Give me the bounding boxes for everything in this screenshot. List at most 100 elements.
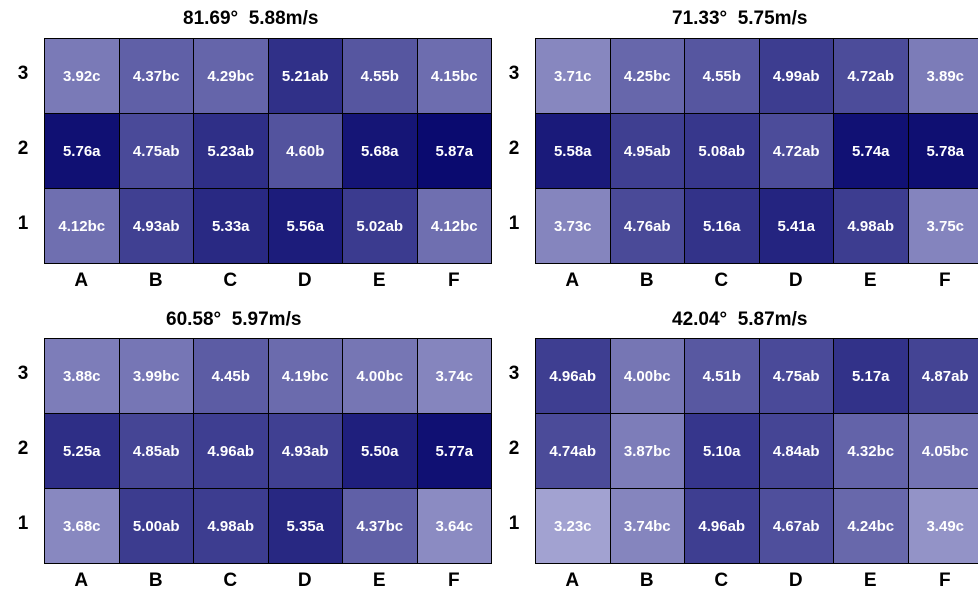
heatmap-cell: 5.00ab	[118, 488, 194, 564]
heatmap-cell: 3.99bc	[118, 338, 194, 414]
heatmap-cell: 5.58a	[535, 113, 611, 189]
column-label: C	[223, 570, 238, 591]
heatmap-cell: 3.23c	[535, 488, 611, 564]
column-label: C	[223, 270, 238, 291]
heatmap-cell: 4.37bc	[342, 488, 418, 564]
column-label: E	[372, 270, 386, 291]
heatmap-cell: 4.74ab	[535, 413, 611, 489]
column-label: F	[938, 270, 951, 291]
heatmap-cell: 4.32bc	[833, 413, 909, 489]
heatmap-cell: 3.74bc	[609, 488, 685, 564]
heatmap-cell: 5.35a	[267, 488, 343, 564]
heatmap-cell: 3.88c	[44, 338, 120, 414]
heatmap-cell: 3.73c	[535, 188, 611, 264]
column-label: A	[74, 270, 89, 291]
heatmap-cell: 3.87bc	[609, 413, 685, 489]
column-label: C	[714, 570, 729, 591]
heatmap-cell: 4.93ab	[267, 413, 343, 489]
heatmap-cell: 4.55b	[342, 38, 418, 114]
column-label: F	[447, 570, 460, 591]
heatmap-cell: 4.19bc	[267, 338, 343, 414]
heatmap-cell: 5.68a	[342, 113, 418, 189]
column-label: D	[788, 570, 803, 591]
heatmap-cell: 5.23ab	[193, 113, 269, 189]
heatmap-cell: 5.10a	[684, 413, 760, 489]
heatmap-cell: 5.16a	[684, 188, 760, 264]
heatmap-cell: 4.99ab	[758, 38, 834, 114]
heatmap-cell: 4.98ab	[193, 488, 269, 564]
row-label: 2	[17, 137, 29, 159]
heatmap-cell: 5.74a	[833, 113, 909, 189]
heatmap-cell: 4.00bc	[342, 338, 418, 414]
column-label: F	[938, 570, 951, 591]
heatmap-cell: 4.84ab	[758, 413, 834, 489]
column-label: B	[639, 570, 654, 591]
heatmap-cell: 4.96ab	[193, 413, 269, 489]
heatmap-cell: 4.45b	[193, 338, 269, 414]
panel-title: 81.69° 5.88m/s	[183, 8, 319, 29]
heatmap-cell: 4.60b	[267, 113, 343, 189]
heatmap-cell: 4.76ab	[609, 188, 685, 264]
row-label: 3	[17, 362, 29, 384]
heatmap-cell: 5.56a	[267, 188, 343, 264]
heatmap-cell: 4.96ab	[684, 488, 760, 564]
heatmap-cell: 4.75ab	[758, 338, 834, 414]
column-label: D	[297, 570, 312, 591]
column-label: B	[148, 270, 163, 291]
heatmap-cell: 4.98ab	[833, 188, 909, 264]
heatmap-cell: 4.95ab	[609, 113, 685, 189]
heatmap-cell: 3.64c	[416, 488, 492, 564]
row-label: 2	[508, 437, 520, 459]
heatmap-cell: 4.51b	[684, 338, 760, 414]
heatmap-cell: 3.75c	[907, 188, 978, 264]
heatmap-cell: 5.76a	[44, 113, 120, 189]
heatmap-cell: 4.12bc	[416, 188, 492, 264]
column-label: E	[863, 570, 877, 591]
heatmap-cell: 3.68c	[44, 488, 120, 564]
column-label: F	[447, 270, 460, 291]
row-label: 2	[17, 437, 29, 459]
heatmap-cell: 4.12bc	[44, 188, 120, 264]
heatmap-cell: 4.67ab	[758, 488, 834, 564]
heatmap-cell: 4.15bc	[416, 38, 492, 114]
heatmap-cell: 3.74c	[416, 338, 492, 414]
heatmap-cell: 5.78a	[907, 113, 978, 189]
column-label: D	[788, 270, 803, 291]
heatmap-cell: 5.87a	[416, 113, 492, 189]
heatmap-cell: 4.29bc	[193, 38, 269, 114]
column-label: E	[372, 570, 386, 591]
panel-title: 42.04° 5.87m/s	[672, 309, 808, 330]
heatmap-cell: 5.77a	[416, 413, 492, 489]
row-label: 1	[508, 212, 520, 234]
row-label: 3	[508, 362, 520, 384]
row-label: 2	[508, 137, 520, 159]
heatmap-cell: 5.41a	[758, 188, 834, 264]
column-label: C	[714, 270, 729, 291]
heatmap-cell: 4.87ab	[907, 338, 978, 414]
panel-title: 71.33° 5.75m/s	[672, 8, 808, 29]
heatmap-cell: 5.50a	[342, 413, 418, 489]
heatmap-cell: 4.25bc	[609, 38, 685, 114]
heatmap-cell: 4.72ab	[758, 113, 834, 189]
heatmap-cell: 5.21ab	[267, 38, 343, 114]
column-label: D	[297, 270, 312, 291]
heatmap-cell: 3.92c	[44, 38, 120, 114]
heatmap-cell: 3.89c	[907, 38, 978, 114]
column-label: E	[863, 270, 877, 291]
heatmap-cell: 4.75ab	[118, 113, 194, 189]
row-label: 3	[17, 62, 29, 84]
heatmap-cell: 4.00bc	[609, 338, 685, 414]
row-label: 1	[17, 212, 29, 234]
heatmap-cell: 5.08ab	[684, 113, 760, 189]
column-label: A	[565, 570, 580, 591]
heatmap-cell: 4.96ab	[535, 338, 611, 414]
heatmap-cell: 3.49c	[907, 488, 978, 564]
heatmap-cell: 5.25a	[44, 413, 120, 489]
heatmap-cell: 4.05bc	[907, 413, 978, 489]
column-label: A	[74, 570, 89, 591]
column-label: A	[565, 270, 580, 291]
row-label: 1	[17, 512, 29, 534]
row-label: 1	[508, 512, 520, 534]
column-label: B	[148, 570, 163, 591]
heatmap-cell: 4.72ab	[833, 38, 909, 114]
